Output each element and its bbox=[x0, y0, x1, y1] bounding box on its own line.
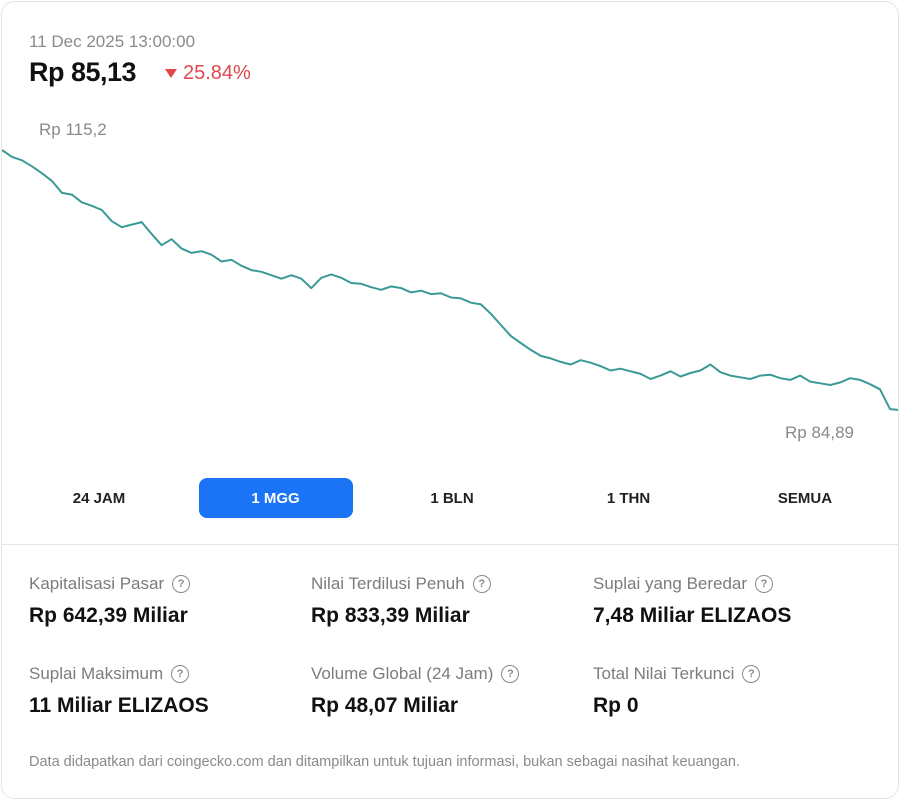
stat-total-value-locked: Total Nilai Terkunci? Rp 0 bbox=[593, 664, 863, 718]
chart-max-label: Rp 115,2 bbox=[39, 120, 107, 139]
stat-value: Rp 833,39 Miliar bbox=[311, 604, 470, 627]
stat-global-volume: Volume Global (24 Jam)? Rp 48,07 Miliar bbox=[311, 664, 581, 718]
stat-label: Kapitalisasi Pasar bbox=[29, 574, 165, 593]
current-price: Rp 85,13 bbox=[29, 57, 137, 87]
price-change-percent: 25.84% bbox=[183, 62, 251, 84]
help-icon[interactable]: ? bbox=[171, 665, 190, 683]
price-line bbox=[2, 149, 898, 411]
stat-value: Rp 0 bbox=[593, 694, 639, 717]
help-icon[interactable]: ? bbox=[172, 575, 191, 593]
help-icon[interactable]: ? bbox=[472, 575, 491, 593]
stat-label: Total Nilai Terkunci bbox=[593, 664, 735, 683]
stat-label: Suplai yang Beredar bbox=[593, 574, 748, 593]
stat-fully-diluted: Nilai Terdilusi Penuh? Rp 833,39 Miliar bbox=[311, 574, 581, 628]
chart-min-label: Rp 84,89 bbox=[785, 423, 854, 442]
stat-label: Volume Global (24 Jam) bbox=[311, 664, 494, 683]
help-icon[interactable]: ? bbox=[742, 665, 761, 683]
tab-label: 1 MGG bbox=[251, 489, 300, 507]
tab-24-jam[interactable]: 24 JAM bbox=[22, 478, 176, 518]
price-timestamp: 11 Dec 2025 13:00:00 bbox=[29, 32, 196, 51]
stat-value: 11 Miliar ELIZAOS bbox=[29, 694, 209, 717]
help-icon[interactable]: ? bbox=[501, 665, 520, 683]
stat-market-cap: Kapitalisasi Pasar? Rp 642,39 Miliar bbox=[29, 574, 299, 628]
price-chart[interactable] bbox=[2, 112, 899, 452]
time-range-tabs: 24 JAM 1 MGG 1 BLN 1 THN SEMUA bbox=[22, 478, 882, 518]
tab-1-thn[interactable]: 1 THN bbox=[552, 478, 706, 518]
stat-value: Rp 48,07 Miliar bbox=[311, 694, 459, 717]
section-divider bbox=[2, 544, 898, 545]
tab-1-bln[interactable]: 1 BLN bbox=[375, 478, 529, 518]
tab-label: 1 THN bbox=[606, 489, 651, 507]
down-triangle-icon bbox=[165, 69, 177, 78]
stat-label: Nilai Terdilusi Penuh bbox=[311, 574, 465, 593]
tab-semua[interactable]: SEMUA bbox=[728, 478, 882, 518]
tab-label: SEMUA bbox=[777, 489, 833, 507]
tab-label: 1 BLN bbox=[430, 489, 474, 507]
price-change: 25.84% bbox=[165, 62, 251, 85]
stat-label: Suplai Maksimum bbox=[29, 664, 164, 683]
stat-max-supply: Suplai Maksimum? 11 Miliar ELIZAOS bbox=[29, 664, 299, 718]
tab-1-mgg[interactable]: 1 MGG bbox=[198, 478, 353, 518]
stat-circulating-supply: Suplai yang Beredar? 7,48 Miliar ELIZAOS bbox=[593, 574, 863, 628]
stat-value: 7,48 Miliar ELIZAOS bbox=[593, 604, 792, 627]
tab-label: 24 JAM bbox=[72, 489, 126, 507]
disclaimer-text: Data didapatkan dari coingecko.com dan d… bbox=[29, 754, 740, 770]
help-icon[interactable]: ? bbox=[755, 575, 774, 593]
stat-value: Rp 642,39 Miliar bbox=[29, 604, 188, 627]
